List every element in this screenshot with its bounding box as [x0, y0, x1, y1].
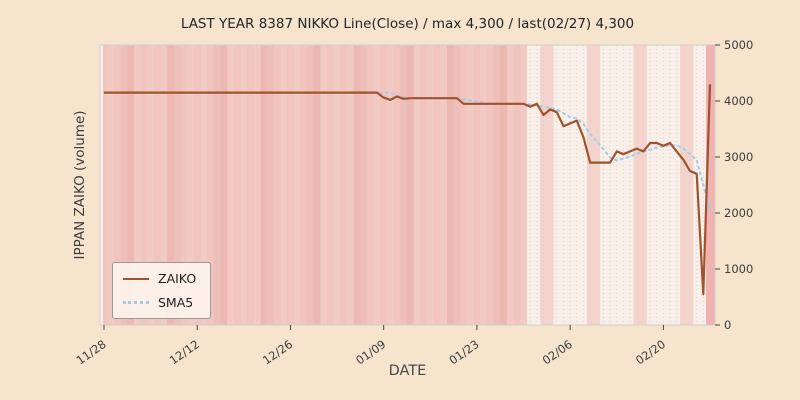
y-tick-label: 0 [724, 318, 731, 332]
x-axis-label: DATE [388, 363, 427, 379]
legend-item-sma5: SMA5 [123, 295, 196, 310]
legend-label-zaiko: ZAIKO [158, 271, 197, 286]
y-tick-label: 1000 [724, 262, 753, 276]
y-tick-label: 2000 [724, 206, 753, 220]
sma5-line-swatch [123, 301, 149, 304]
y-axis-label: IPPAN ZAIKO (volume) [72, 110, 88, 260]
zaiko-line-swatch [123, 277, 149, 280]
legend-item-zaiko: ZAIKO [123, 271, 196, 286]
y-tick-label: 4000 [724, 94, 753, 108]
y-tick-label: 5000 [724, 38, 753, 52]
chart-title: LAST YEAR 8387 NIKKO Line(Close) / max 4… [180, 16, 635, 32]
chart-legend: ZAIKO SMA5 [112, 262, 212, 319]
zaiko-line [104, 84, 712, 296]
last-day-band [706, 45, 715, 325]
y-tick-label: 3000 [724, 150, 753, 164]
sma5-line [103, 91, 711, 212]
legend-label-sma5: SMA5 [158, 295, 194, 310]
